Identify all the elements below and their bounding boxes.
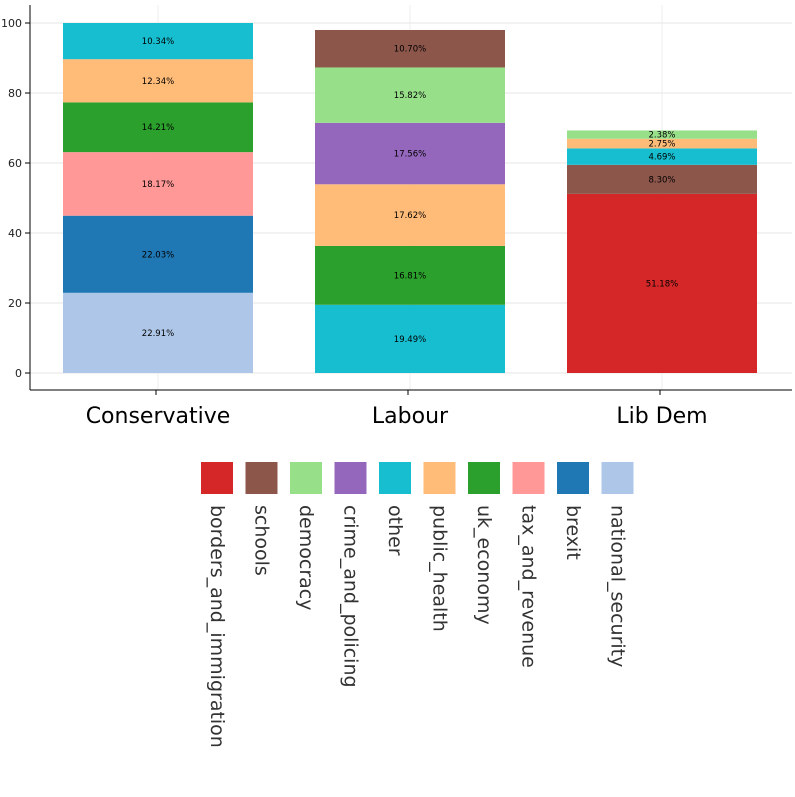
bar-segment-uk-economy: [315, 245, 505, 305]
bar-segment-democracy: [315, 67, 505, 123]
bar-segment-brexit: [63, 215, 253, 293]
bar-segment-public-health: [63, 59, 253, 103]
bar-segment-other: [567, 148, 757, 165]
y-tick-label: 60: [8, 157, 22, 170]
bar-segment-other: [315, 304, 505, 373]
data-label: 2.38%: [648, 131, 675, 141]
legend-entry-label: brexit: [562, 505, 584, 560]
y-tick-label: 20: [8, 297, 22, 310]
legend-swatch-other: [379, 462, 411, 494]
data-label: 12.34%: [142, 77, 174, 87]
data-label: 10.34%: [142, 37, 174, 47]
y-tick-label: 80: [8, 87, 22, 100]
data-label: 51.18%: [646, 279, 678, 289]
bar-segments: 22.91% 22.03% 18.17% 14.21% 12.34% 10.34% 19.4…: [63, 23, 757, 373]
legend-entry-label: tax_and_revenue: [518, 505, 540, 668]
bar-segment-schools: [315, 30, 505, 68]
data-label: 22.03%: [142, 250, 174, 260]
y-tick-label: 0: [15, 367, 22, 380]
bar-segment-democracy: [567, 130, 757, 139]
bar-segment-tax-and-revenue: [63, 152, 253, 216]
legend-entry-label: democracy: [295, 505, 317, 610]
data-label: 19.49%: [394, 335, 426, 345]
legend-swatch-democracy: [290, 462, 322, 494]
data-label: 15.82%: [394, 91, 426, 101]
data-label: 16.81%: [394, 271, 426, 281]
x-category-label: Labour: [372, 404, 449, 429]
legend-swatch-brexit: [557, 462, 589, 494]
y-tick-label: 100: [1, 17, 22, 30]
legend-swatch-public-health: [423, 462, 456, 494]
bar-segment-schools: [567, 164, 757, 194]
axes: 0 20 40 60 80 100 Conservative Labour Lib Dem: [1, 5, 792, 429]
bar-segment-crime-and-policing: [315, 122, 505, 185]
legend-swatch-crime-and-policing: [334, 462, 367, 494]
data-label: 8.30%: [648, 175, 675, 185]
legend-entry-label: national_security: [607, 505, 629, 667]
bar-segment-national-security: [63, 292, 253, 373]
data-label: 4.69%: [648, 153, 675, 163]
legend-swatch-uk-economy: [468, 462, 500, 494]
x-category-label: Conservative: [86, 404, 231, 429]
data-label: 2.75%: [648, 140, 675, 150]
legend-swatch-schools: [245, 462, 278, 494]
legend-swatch-borders-and-immigration: [201, 462, 233, 494]
legend-entry-label: borders_and_immigration: [206, 505, 228, 748]
bar-segment-other: [63, 23, 253, 60]
data-label: 10.70%: [394, 45, 426, 55]
x-category-label: Lib Dem: [616, 404, 707, 429]
bar-segment-public-health: [567, 138, 757, 149]
data-label: 18.17%: [142, 180, 174, 190]
legend-entry-label: uk_economy: [473, 505, 495, 625]
legend-swatch-national-security: [601, 462, 634, 494]
bar-segment-public-health: [315, 184, 505, 246]
data-label: 17.56%: [394, 150, 426, 160]
bar-segment-uk-economy: [63, 102, 253, 153]
legend-swatch-tax-and-revenue: [512, 462, 545, 494]
legend: borders_and_immigration schools democracy c…: [201, 462, 634, 748]
data-label: 17.62%: [394, 211, 426, 221]
data-label: 14.21%: [142, 123, 174, 133]
y-tick-label: 40: [8, 227, 22, 240]
legend-entry-label: public_health: [429, 505, 451, 632]
data-label: 22.91%: [142, 329, 174, 339]
legend-entry-label: crime_and_policing: [340, 505, 362, 688]
legend-entry-label: other: [384, 505, 406, 556]
legend-entry-label: schools: [251, 505, 273, 576]
bar-segment-borders-and-immigration: [567, 193, 757, 373]
